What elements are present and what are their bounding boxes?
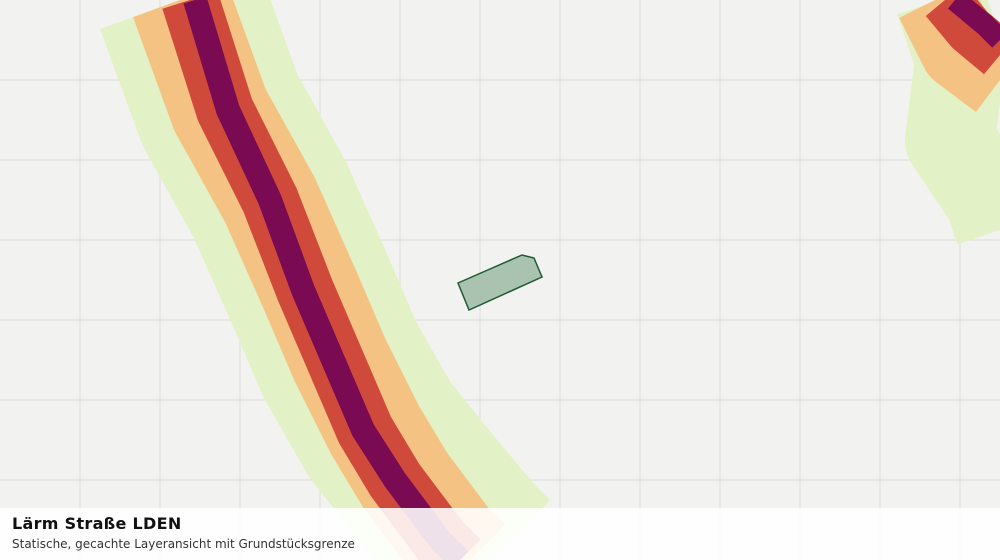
legend-panel: Lärm Straße LDEN Statische, gecachte Lay… [0, 508, 1000, 560]
layer-title: Lärm Straße LDEN [12, 514, 182, 533]
parcel-boundary[interactable] [457, 254, 543, 312]
layer-subtitle: Statische, gecachte Layeransicht mit Gru… [12, 537, 355, 551]
noise-band-right [897, 0, 1000, 245]
